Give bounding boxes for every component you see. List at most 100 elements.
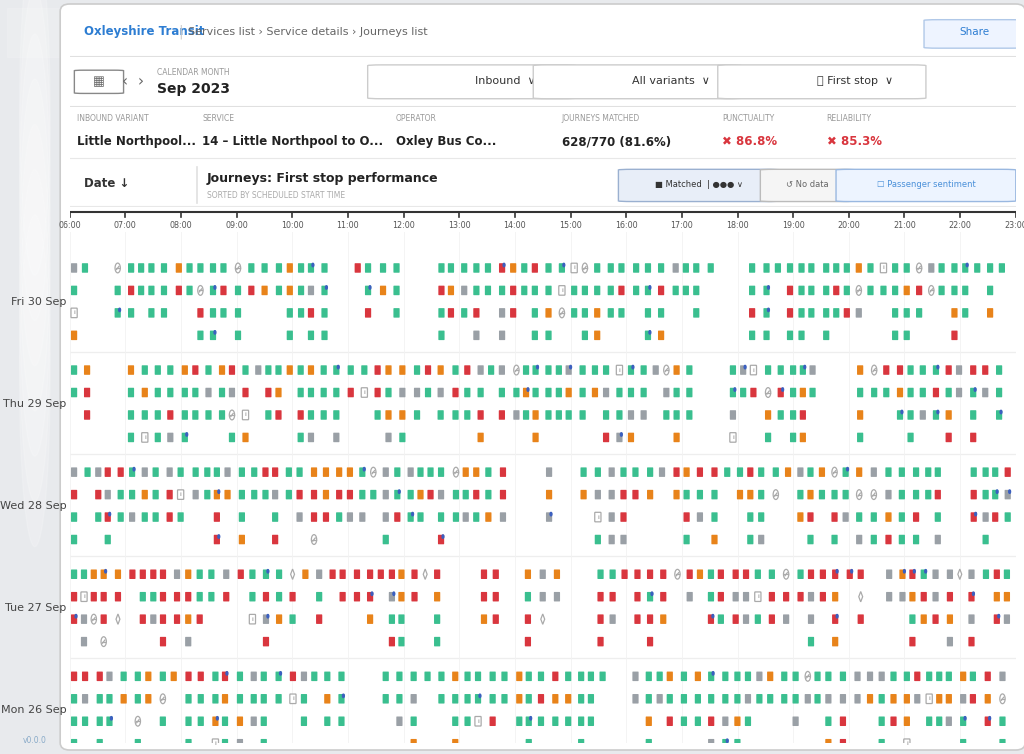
FancyBboxPatch shape	[971, 490, 977, 499]
FancyBboxPatch shape	[276, 592, 283, 602]
Circle shape	[997, 615, 999, 618]
FancyBboxPatch shape	[595, 490, 601, 499]
FancyBboxPatch shape	[96, 716, 102, 726]
FancyBboxPatch shape	[1005, 490, 1011, 499]
FancyBboxPatch shape	[1004, 615, 1010, 624]
FancyBboxPatch shape	[732, 569, 738, 579]
FancyBboxPatch shape	[129, 569, 135, 579]
FancyBboxPatch shape	[621, 512, 627, 522]
FancyBboxPatch shape	[765, 365, 771, 375]
Circle shape	[559, 308, 564, 317]
FancyBboxPatch shape	[95, 467, 101, 477]
FancyBboxPatch shape	[477, 388, 483, 397]
FancyBboxPatch shape	[100, 569, 106, 579]
FancyBboxPatch shape	[546, 490, 552, 499]
FancyBboxPatch shape	[398, 569, 404, 579]
FancyBboxPatch shape	[907, 388, 913, 397]
FancyBboxPatch shape	[513, 410, 519, 420]
FancyBboxPatch shape	[907, 433, 913, 442]
FancyBboxPatch shape	[222, 739, 228, 749]
FancyBboxPatch shape	[920, 365, 926, 375]
FancyBboxPatch shape	[883, 388, 890, 397]
FancyBboxPatch shape	[963, 286, 969, 295]
FancyBboxPatch shape	[248, 286, 254, 295]
FancyBboxPatch shape	[220, 308, 226, 317]
FancyBboxPatch shape	[177, 467, 183, 477]
FancyBboxPatch shape	[198, 263, 204, 273]
FancyBboxPatch shape	[336, 490, 342, 499]
FancyBboxPatch shape	[380, 286, 386, 295]
FancyBboxPatch shape	[365, 263, 371, 273]
FancyBboxPatch shape	[394, 490, 400, 499]
FancyBboxPatch shape	[531, 263, 538, 273]
Text: ☐ Passenger sentiment: ☐ Passenger sentiment	[877, 179, 975, 188]
FancyBboxPatch shape	[255, 365, 261, 375]
FancyBboxPatch shape	[438, 308, 444, 317]
FancyBboxPatch shape	[734, 672, 740, 681]
FancyBboxPatch shape	[338, 694, 345, 703]
FancyBboxPatch shape	[532, 365, 539, 375]
Text: Sep 2023: Sep 2023	[157, 82, 229, 97]
FancyBboxPatch shape	[645, 330, 651, 340]
FancyBboxPatch shape	[870, 467, 877, 477]
FancyBboxPatch shape	[546, 512, 552, 522]
FancyBboxPatch shape	[525, 637, 531, 646]
FancyBboxPatch shape	[298, 308, 304, 317]
FancyBboxPatch shape	[718, 592, 724, 602]
FancyBboxPatch shape	[118, 467, 124, 477]
FancyBboxPatch shape	[646, 716, 652, 726]
FancyBboxPatch shape	[616, 365, 623, 375]
FancyBboxPatch shape	[565, 672, 571, 681]
FancyBboxPatch shape	[987, 308, 993, 317]
FancyBboxPatch shape	[708, 739, 715, 749]
FancyBboxPatch shape	[141, 388, 147, 397]
FancyBboxPatch shape	[287, 330, 293, 340]
FancyBboxPatch shape	[434, 637, 440, 646]
FancyBboxPatch shape	[867, 286, 873, 295]
FancyBboxPatch shape	[916, 308, 923, 317]
FancyBboxPatch shape	[204, 490, 210, 499]
FancyBboxPatch shape	[361, 388, 368, 397]
FancyBboxPatch shape	[321, 388, 327, 397]
FancyBboxPatch shape	[186, 263, 193, 273]
FancyBboxPatch shape	[463, 467, 469, 477]
FancyBboxPatch shape	[128, 308, 134, 317]
FancyBboxPatch shape	[798, 512, 804, 522]
FancyBboxPatch shape	[674, 467, 680, 477]
Text: 19:00: 19:00	[781, 221, 805, 230]
FancyBboxPatch shape	[658, 286, 665, 295]
FancyBboxPatch shape	[755, 569, 761, 579]
FancyBboxPatch shape	[229, 365, 236, 375]
Text: JOURNEYS MATCHED: JOURNEYS MATCHED	[561, 114, 640, 123]
FancyBboxPatch shape	[799, 308, 805, 317]
FancyBboxPatch shape	[75, 70, 124, 93]
FancyBboxPatch shape	[758, 467, 764, 477]
FancyBboxPatch shape	[641, 388, 647, 397]
FancyBboxPatch shape	[783, 592, 790, 602]
FancyBboxPatch shape	[674, 410, 680, 420]
FancyBboxPatch shape	[473, 330, 479, 340]
Text: CALENDAR MONTH: CALENDAR MONTH	[157, 68, 229, 77]
FancyBboxPatch shape	[755, 615, 761, 624]
FancyBboxPatch shape	[777, 388, 783, 397]
FancyBboxPatch shape	[951, 308, 957, 317]
Polygon shape	[291, 569, 295, 579]
FancyBboxPatch shape	[793, 672, 799, 681]
FancyBboxPatch shape	[128, 263, 134, 273]
FancyBboxPatch shape	[749, 330, 756, 340]
FancyBboxPatch shape	[237, 672, 243, 681]
Circle shape	[632, 366, 634, 369]
FancyBboxPatch shape	[115, 286, 121, 295]
FancyBboxPatch shape	[510, 308, 516, 317]
FancyBboxPatch shape	[399, 388, 406, 397]
FancyBboxPatch shape	[871, 388, 878, 397]
FancyBboxPatch shape	[330, 569, 336, 579]
FancyBboxPatch shape	[996, 388, 1002, 397]
Text: 17:00: 17:00	[671, 221, 693, 230]
FancyBboxPatch shape	[219, 410, 225, 420]
FancyBboxPatch shape	[634, 569, 641, 579]
FancyBboxPatch shape	[805, 694, 811, 703]
FancyBboxPatch shape	[287, 286, 293, 295]
FancyBboxPatch shape	[786, 263, 794, 273]
Circle shape	[218, 490, 220, 493]
